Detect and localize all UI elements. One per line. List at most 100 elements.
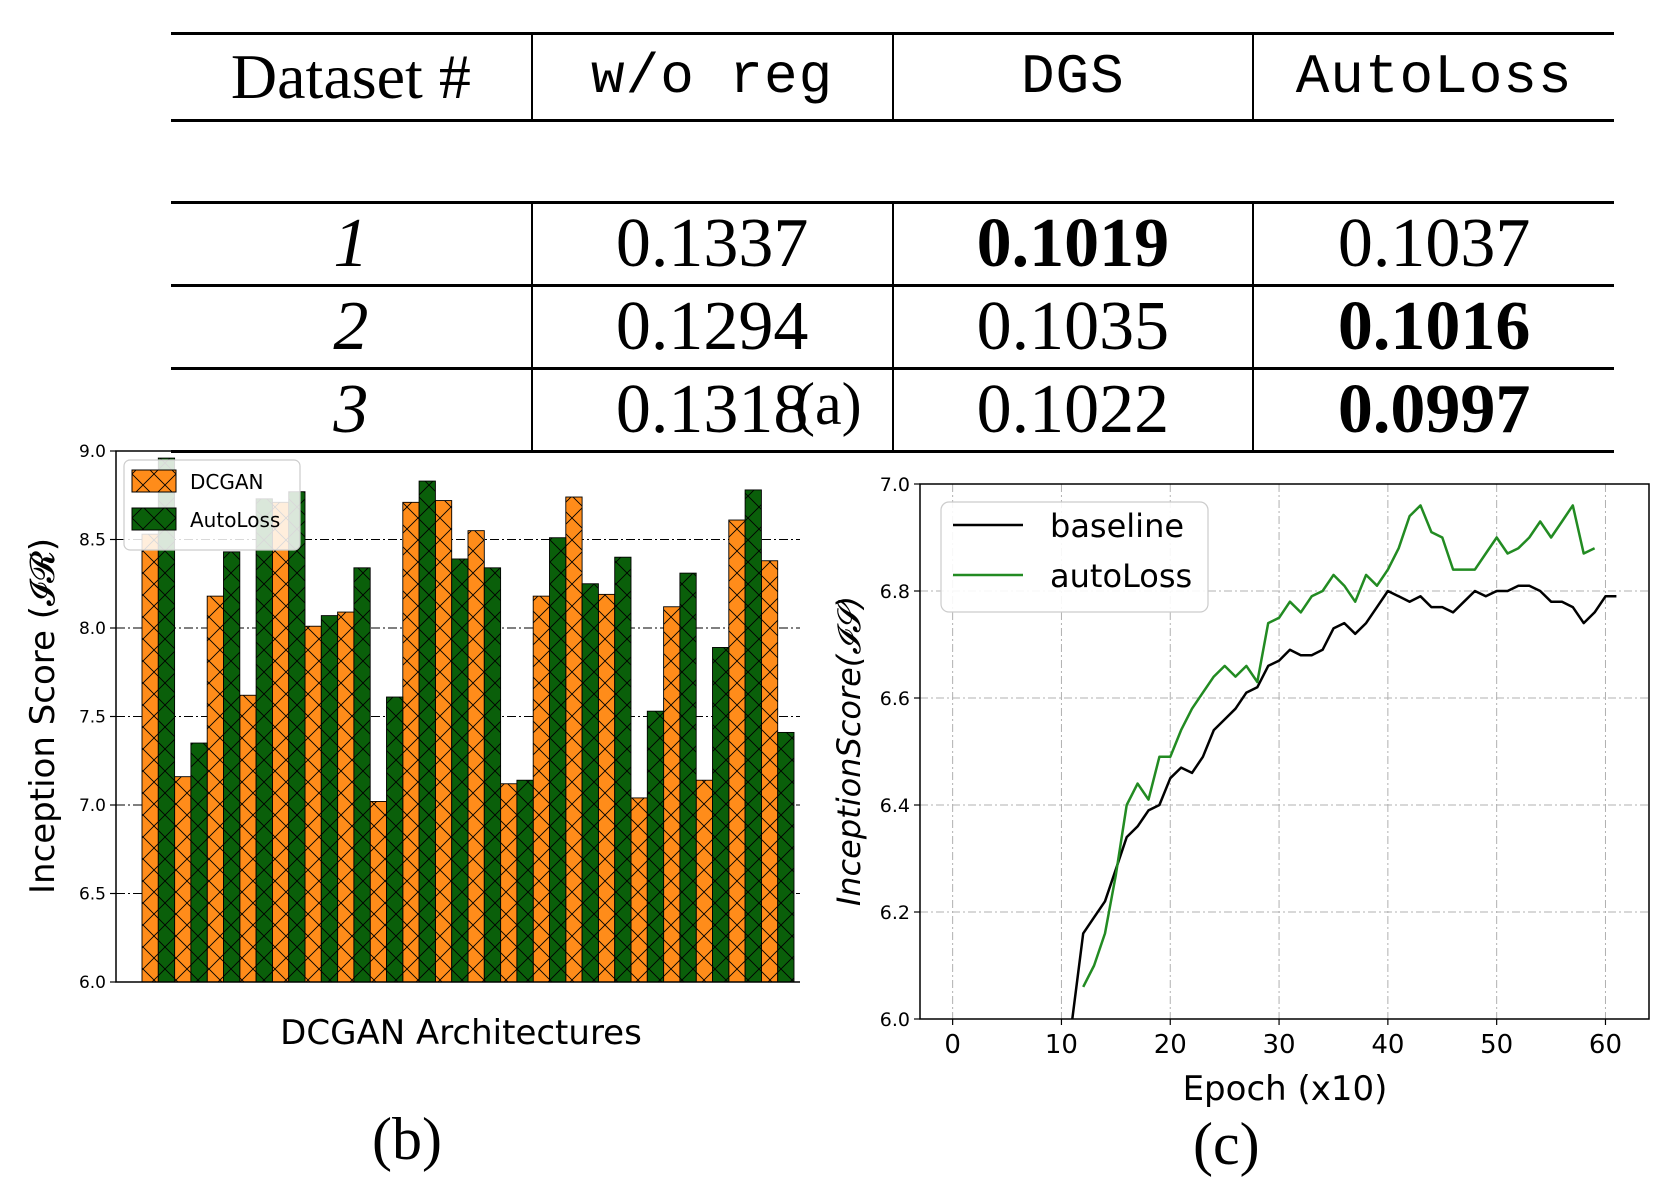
line-chart-ytick-label: 6.2 xyxy=(880,902,910,924)
bar-hatch xyxy=(288,491,305,982)
legend-label-dcgan: DCGAN xyxy=(190,470,264,494)
table-value-cell: 0.1318 xyxy=(530,368,893,453)
bar-hatch xyxy=(353,567,371,982)
bar-hatch xyxy=(174,776,191,982)
dataset-index-cell: 1 xyxy=(171,201,532,287)
bar-chart-ytick-label: 8.0 xyxy=(79,619,106,639)
bar-hatch xyxy=(712,647,729,982)
bar-chart-xlabel: DCGAN Architectures xyxy=(280,1013,642,1053)
line-chart-ytick-label: 6.8 xyxy=(880,581,910,603)
line-chart-xtick-label: 60 xyxy=(1589,1030,1622,1060)
bar-hatch xyxy=(305,626,322,982)
legend-label-autoloss: AutoLoss xyxy=(190,508,280,532)
table-value-cell: 0.1016 xyxy=(1252,285,1614,370)
legend-label-baseline: baseline xyxy=(1050,507,1184,545)
bar-hatch xyxy=(647,711,664,982)
bar-hatch xyxy=(468,530,485,982)
bar-hatch xyxy=(565,497,583,982)
bar-hatch xyxy=(337,612,354,982)
table-row: 1 0.1337 0.1019 0.1037 xyxy=(171,201,1614,287)
line-chart-frame xyxy=(919,483,1650,1020)
line-chart-xtick-label: 0 xyxy=(944,1030,961,1060)
bar-hatch xyxy=(728,520,746,982)
line-chart-ytick-label: 7.0 xyxy=(880,474,910,496)
bar-hatch xyxy=(484,567,501,982)
bar-chart-legend: DCGAN AutoLoss xyxy=(123,459,301,551)
bar-hatch xyxy=(207,596,224,982)
bar-hatch xyxy=(679,573,697,982)
line-chart-ytick-label: 6.4 xyxy=(880,795,910,817)
header-dataset: Dataset # xyxy=(171,32,532,122)
bar-hatch xyxy=(223,551,240,982)
bar-hatch xyxy=(321,615,338,982)
bar-hatch xyxy=(549,537,566,982)
table-value-cell: 0.1019 xyxy=(891,201,1254,287)
bar-hatch xyxy=(402,502,420,982)
bar-hatch xyxy=(598,594,615,982)
line-chart-ytick-label: 6.6 xyxy=(880,688,910,710)
bar-chart-ylabel: Inception Score (𝓘𝓡) xyxy=(23,538,63,894)
bar-hatch xyxy=(239,695,257,982)
table-row: 3 0.1318 0.1022 0.0997 xyxy=(171,368,1614,453)
series-line-baseline xyxy=(1071,584,1617,1020)
bar-hatch xyxy=(256,498,273,982)
bar-hatch xyxy=(516,780,534,982)
line-chart-xtick-label: 40 xyxy=(1371,1030,1404,1060)
bar-chart-inception-scores: 6.0 6.5 7.0 7.5 8.0 8.5 9.0 DCGAN Architecture… xyxy=(23,442,800,1053)
bar-hatch xyxy=(142,534,159,982)
header-without-reg: w/o reg xyxy=(530,32,893,122)
bar-hatch xyxy=(386,697,403,982)
line-chart-inception-vs-epoch: 0 10 20 30 40 50 60 6.0 6.2 6.4 6.6 6.8 7.0 Epoch (x… xyxy=(830,474,1650,1109)
bar-chart-ytick-label: 7.0 xyxy=(79,796,106,816)
header-dgs: DGS xyxy=(891,32,1254,122)
bar-chart-ytick-label: 8.5 xyxy=(79,531,106,551)
bar-hatch xyxy=(158,458,175,983)
line-chart-ylabel: InceptionScore(𝓘𝓢) xyxy=(830,596,868,906)
line-chart-legend: baseline autoLoss xyxy=(940,501,1209,613)
bar-hatch xyxy=(451,558,468,982)
line-chart-xlabel: Epoch (x10) xyxy=(1183,1069,1388,1109)
table-value-cell: 0.1294 xyxy=(530,285,893,370)
dataset-index-cell: 3 xyxy=(171,368,532,453)
header-autoloss: AutoLoss xyxy=(1252,32,1614,122)
caption-a: (a) xyxy=(795,371,862,437)
bar-hatch xyxy=(272,502,289,982)
bar-hatch xyxy=(761,560,778,982)
caption-b: (b) xyxy=(372,1106,442,1172)
bar-hatch xyxy=(500,783,517,982)
bar-hatch xyxy=(777,732,794,982)
bar-hatch xyxy=(190,743,208,982)
bar-hatch xyxy=(696,780,713,982)
bar-hatch xyxy=(582,583,599,982)
table-row: 2 0.1294 0.1035 0.1016 xyxy=(171,285,1614,370)
series-line-autoloss xyxy=(1082,504,1596,988)
bar-hatch xyxy=(533,596,550,982)
bar-hatch xyxy=(663,606,680,982)
table-value-cell: 0.1337 xyxy=(530,201,893,287)
caption-c: (c) xyxy=(1193,1111,1260,1177)
line-chart-ytick-label: 6.0 xyxy=(880,1009,910,1031)
dataset-index-cell: 2 xyxy=(171,285,532,370)
bar-chart-ytick-label: 6.0 xyxy=(79,973,106,993)
bar-chart-ytick-label: 6.5 xyxy=(79,885,106,905)
table-value-cell: 0.0997 xyxy=(1252,368,1614,453)
line-chart-xtick-label: 30 xyxy=(1263,1030,1296,1060)
bar-hatch xyxy=(435,500,452,982)
table-header-row: Dataset # w/o reg DGS AutoLoss xyxy=(171,32,1614,122)
line-chart-xtick-label: 50 xyxy=(1480,1030,1513,1060)
line-chart-xtick-label: 20 xyxy=(1154,1030,1187,1060)
table-value-cell: 0.1022 xyxy=(891,368,1254,453)
bar-hatch xyxy=(614,557,631,982)
results-table-panel: Dataset # w/o reg DGS AutoLoss 1 0.1337 0.… xyxy=(171,32,1614,453)
line-chart-xtick-label: 10 xyxy=(1045,1030,1078,1060)
bar-hatch xyxy=(631,797,648,982)
results-table: Dataset # w/o reg DGS AutoLoss 1 0.1337 0.… xyxy=(171,32,1614,453)
legend-label-autoloss-line: autoLoss xyxy=(1050,557,1192,595)
bar-hatch xyxy=(370,801,387,982)
table-value-cell: 0.1035 xyxy=(891,285,1254,370)
header-rule-spacer xyxy=(171,121,1614,203)
table-value-cell: 0.1037 xyxy=(1252,201,1614,287)
bar-hatch xyxy=(419,481,436,982)
bar-chart-ytick-label: 7.5 xyxy=(79,708,106,728)
bar-hatch xyxy=(745,489,762,982)
